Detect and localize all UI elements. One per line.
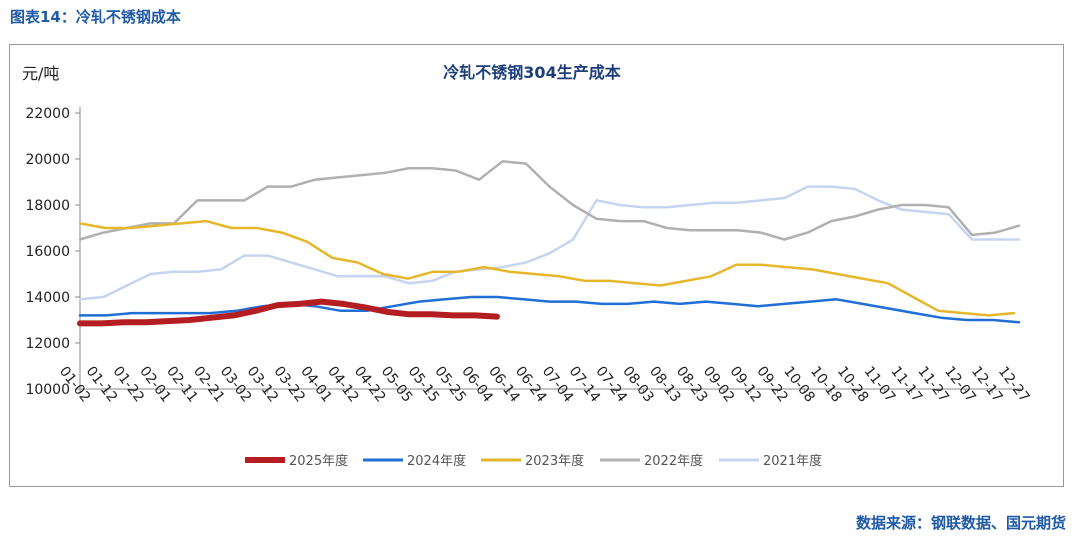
legend-label: 2022年度 <box>644 453 703 469</box>
data-source: 数据来源：钢联数据、国元期货 <box>855 514 1066 532</box>
legend-label: 2021年度 <box>763 453 822 469</box>
y-tick-label: 12000 <box>25 336 70 352</box>
y-tick-label: 20000 <box>25 152 70 168</box>
y-tick-label: 22000 <box>25 106 70 122</box>
y-tick-label: 10000 <box>25 382 70 398</box>
legend-label: 2025年度 <box>289 453 348 469</box>
series-line <box>78 219 1016 317</box>
series-line <box>77 298 500 327</box>
series-line <box>78 185 1021 301</box>
legend-label: 2023年度 <box>525 453 584 469</box>
series-line <box>78 160 1021 241</box>
y-axis-unit-label: 元/吨 <box>22 64 59 83</box>
figure-caption: 图表14：冷轧不锈钢成本 <box>10 8 181 26</box>
chart-title: 冷轧不锈钢304生产成本 <box>443 63 620 82</box>
y-tick-label: 14000 <box>25 290 70 306</box>
legend-label: 2024年度 <box>407 453 466 469</box>
chart-frame <box>9 44 1064 487</box>
y-tick-label: 18000 <box>25 198 70 214</box>
y-tick-label: 16000 <box>25 244 70 260</box>
series-line <box>78 295 1021 324</box>
